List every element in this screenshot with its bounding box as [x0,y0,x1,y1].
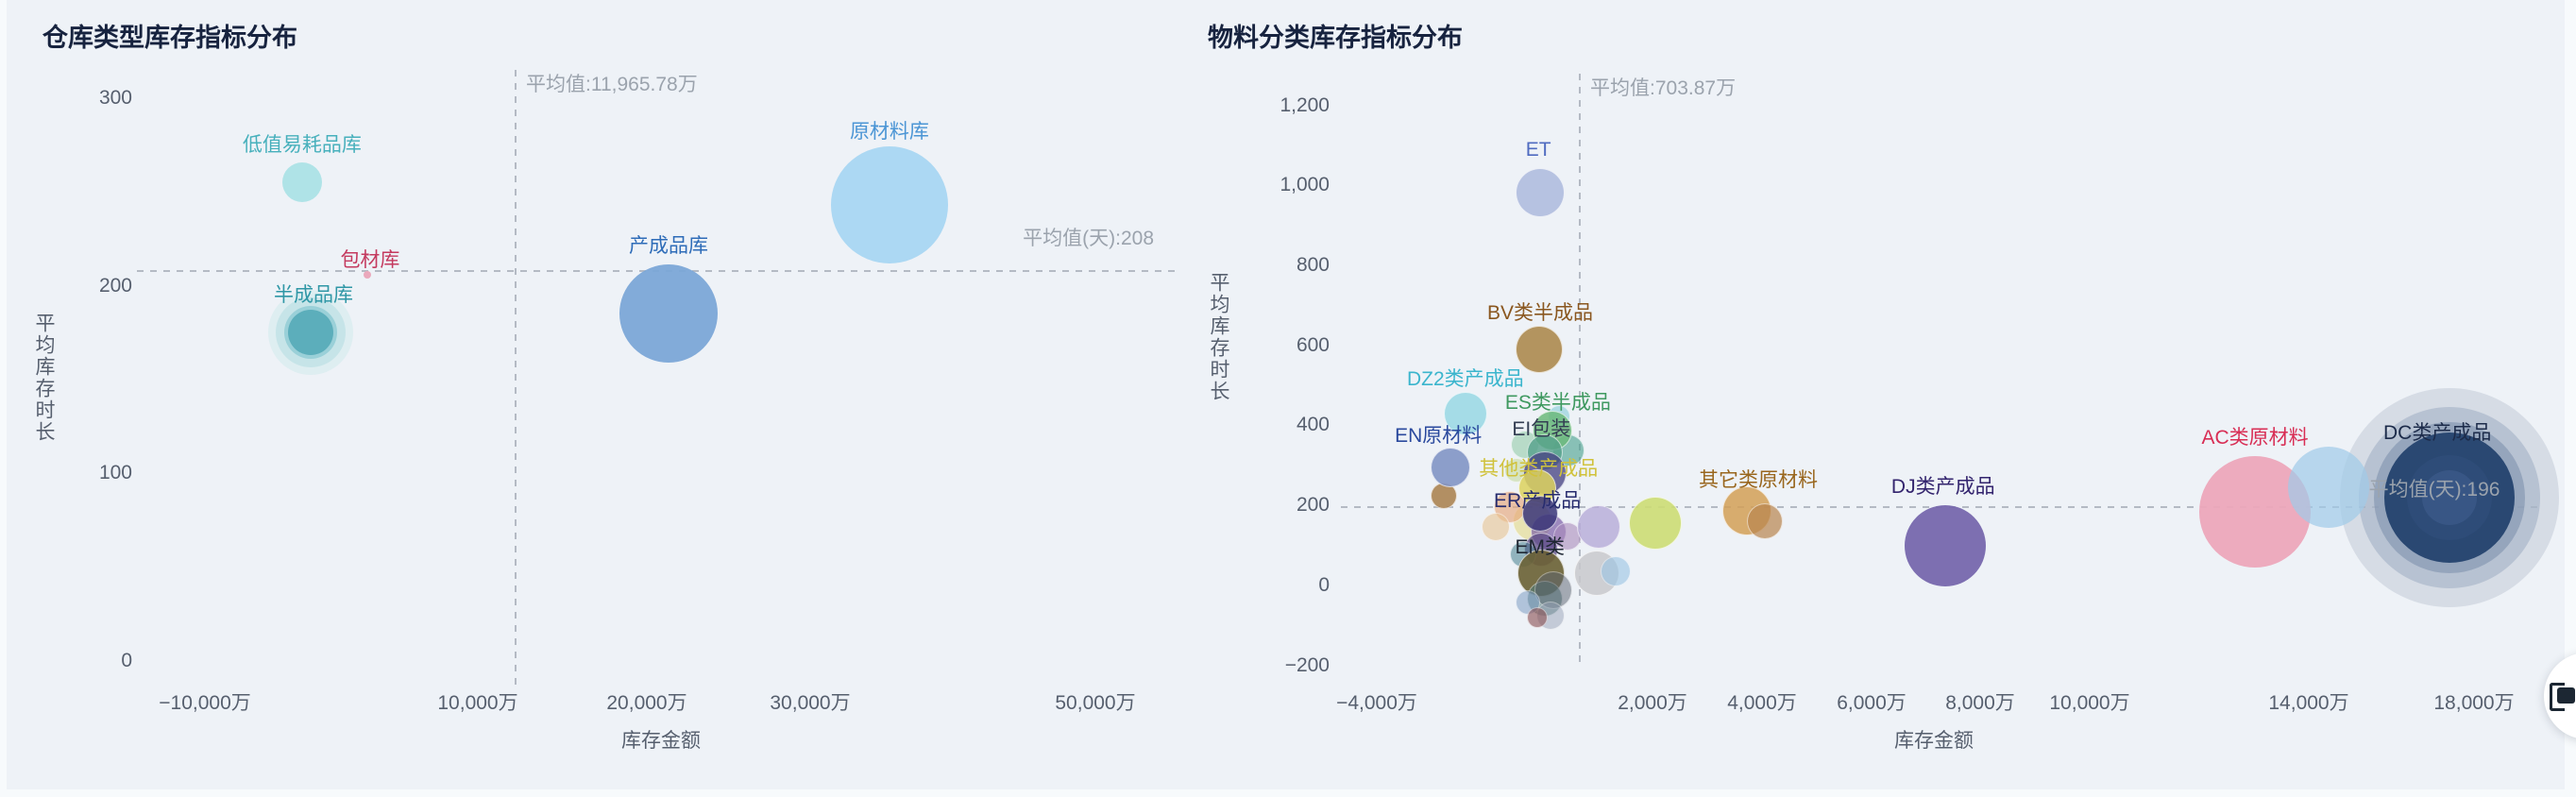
y-tick-label: 200 [98,275,132,297]
y-tick-label: 1,200 [1280,94,1330,116]
bubble[interactable] [287,310,333,356]
bubble-label: 包材库 [340,248,400,271]
bubble[interactable] [830,146,948,264]
x-tick-label: 20,000万 [606,692,687,714]
y-tick-label: 400 [1296,414,1330,435]
x-tick-label: 6,000万 [1837,692,1907,714]
bubble[interactable] [1628,497,1682,551]
x-axis-title: 库存金额 [621,730,701,752]
y-tick-label: 1,000 [1280,174,1330,195]
y-axis-title: 平均库存时长 [1208,272,1229,402]
bubble-label: ES类半成品 [1504,391,1611,414]
x-tick-label: 4,000万 [1727,692,1797,714]
bubble-label: DJ类产成品 [1890,476,1995,499]
x-tick-label: −10,000万 [159,692,251,714]
bubble-label: 半成品库 [273,284,353,307]
average-y-label: 平均值(天):196 [2368,479,2500,500]
bubble[interactable] [1522,495,1559,532]
bubble-label: 产成品库 [629,235,709,258]
bubble-label: AC类原材料 [2201,427,2309,449]
average-x-line [515,70,517,689]
y-tick-label: 200 [1296,494,1330,516]
bubble-label: ET [1525,138,1551,161]
bubble[interactable] [1516,167,1566,217]
bubble[interactable] [1904,505,1986,587]
page-gutter-bottom [0,789,2576,797]
bubble-inner-ring [2422,469,2478,525]
bubble-label: EN原材料 [1395,425,1483,448]
bubble-label: EM类 [1515,536,1565,559]
bubble[interactable] [363,270,371,279]
x-tick-label: 50,000万 [1055,692,1136,714]
bubble[interactable] [1515,325,1563,373]
x-tick-label: 18,000万 [2433,692,2515,714]
bubble-label: BV类半成品 [1486,301,1593,324]
bubble-label: DC类产成品 [2383,421,2492,444]
bubble[interactable] [1527,607,1549,629]
bubble[interactable] [1482,512,1511,541]
y-tick-label: −200 [1284,654,1330,676]
y-tick-label: 100 [98,462,132,483]
chart-title-warehouse: 仓库类型库存指标分布 [42,24,297,52]
bubble[interactable] [2288,446,2370,528]
y-axis-title: 平均库存时长 [33,313,55,443]
bubble[interactable] [1577,504,1621,549]
average-x-line [1579,74,1581,666]
page-gutter-left [0,0,7,797]
x-tick-label: 10,000万 [2049,692,2130,714]
bubble-label: 低值易耗品库 [242,134,362,157]
bubble-label: 其它类原材料 [1699,468,1818,491]
page-gutter-right [2565,0,2576,797]
x-axis-title: 库存金额 [1894,730,1974,752]
x-tick-label: 8,000万 [1945,692,2015,714]
bubble[interactable] [281,162,322,203]
bubble-label: EI包装 [1512,418,1571,441]
screen-capture-icon-fill [2557,687,2575,704]
average-x-label: 平均值:11,965.78万 [526,74,698,95]
bubble[interactable] [1431,448,1471,488]
y-tick-label: 600 [1296,334,1330,356]
y-tick-label: 0 [1318,574,1330,596]
x-tick-label: −4,000万 [1336,692,1417,714]
x-tick-label: 10,000万 [437,692,518,714]
bubble[interactable] [1443,392,1487,435]
screen-capture-icon [2550,683,2565,711]
average-x-label: 平均值:703.87万 [1590,77,1737,99]
y-tick-label: 0 [121,650,132,671]
x-tick-label: 14,000万 [2268,692,2349,714]
bubble-label: ER产成品 [1494,489,1582,512]
y-tick-label: 300 [98,87,132,109]
x-tick-label: 2,000万 [1618,692,1687,714]
average-y-label: 平均值(天):208 [1023,228,1154,249]
bubble[interactable] [1601,555,1632,586]
bubble-label: DZ2类产成品 [1406,368,1524,390]
x-tick-label: 30,000万 [770,692,851,714]
bubble-label: 其他类产成品 [1479,458,1599,481]
bubble-label: 原材料库 [849,121,929,144]
bubble[interactable] [1536,601,1566,630]
bubble[interactable] [1747,502,1784,539]
y-tick-label: 800 [1296,254,1330,276]
chart-title-material: 物料分类库存指标分布 [1208,24,1463,52]
bubble[interactable] [619,264,719,364]
